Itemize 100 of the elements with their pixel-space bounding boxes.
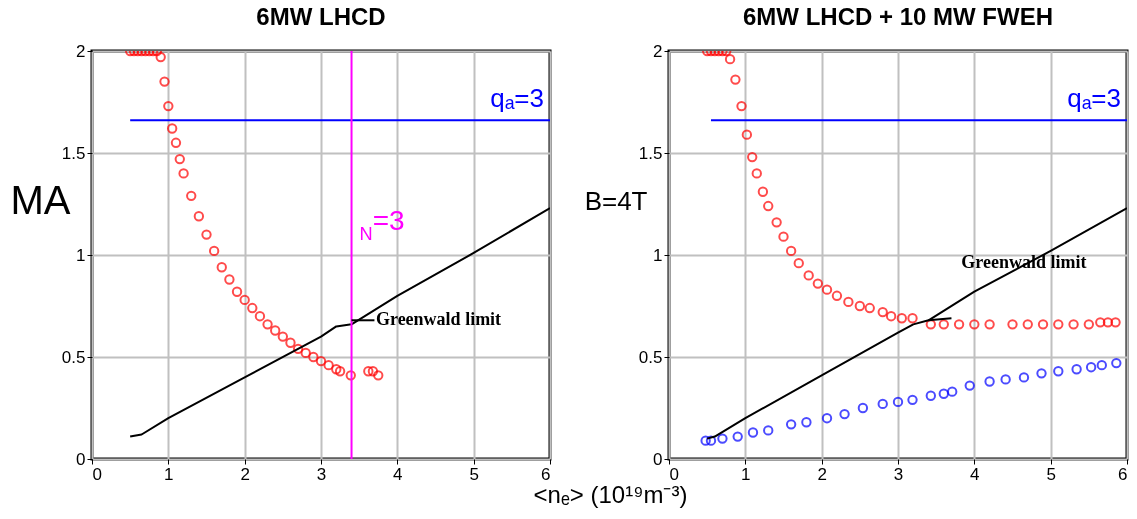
point bbox=[751, 168, 762, 179]
point bbox=[771, 217, 782, 228]
point bbox=[803, 270, 814, 281]
point bbox=[159, 76, 170, 87]
point bbox=[224, 274, 235, 285]
annotation: Greenwald limit bbox=[375, 309, 502, 330]
y-axis-title: B=4T bbox=[584, 186, 648, 217]
x-tick-label: 0 bbox=[92, 464, 102, 484]
point bbox=[843, 296, 854, 308]
point bbox=[1111, 357, 1122, 369]
point bbox=[277, 331, 289, 342]
ref-line-label: $_{N}$=3 bbox=[359, 205, 405, 245]
point bbox=[877, 398, 888, 410]
point bbox=[984, 319, 995, 330]
x-tick-label: 3 bbox=[893, 464, 904, 484]
point bbox=[854, 300, 866, 312]
point bbox=[747, 151, 758, 163]
point bbox=[747, 427, 759, 438]
y-tick-label: 1 bbox=[76, 245, 86, 265]
point bbox=[300, 347, 311, 359]
point bbox=[1083, 319, 1095, 330]
x-tick-label: 2 bbox=[240, 464, 250, 484]
point bbox=[201, 229, 212, 240]
point bbox=[1096, 359, 1107, 371]
point bbox=[925, 390, 937, 401]
x-tick-label: 4 bbox=[970, 464, 980, 484]
point bbox=[345, 370, 356, 381]
point bbox=[1018, 372, 1030, 383]
point bbox=[247, 302, 258, 314]
point bbox=[334, 366, 346, 377]
x-tick-label: 5 bbox=[1046, 464, 1056, 484]
point bbox=[155, 51, 166, 63]
y-tick-label: 0 bbox=[76, 449, 86, 469]
point bbox=[778, 231, 789, 242]
y-tick-label: 2 bbox=[653, 41, 663, 61]
point bbox=[373, 370, 384, 381]
point bbox=[262, 319, 273, 330]
point bbox=[938, 388, 949, 399]
point bbox=[885, 311, 897, 322]
point bbox=[732, 431, 743, 442]
x-tick-label: 3 bbox=[316, 464, 327, 484]
y-axis-title: MA bbox=[10, 178, 71, 223]
point bbox=[1071, 364, 1082, 375]
point bbox=[947, 386, 958, 397]
point bbox=[1053, 319, 1064, 330]
point bbox=[1085, 362, 1097, 373]
y-tick-label: 0 bbox=[653, 449, 663, 469]
chart-title: 6MW LHCD + 10 MW FWEH bbox=[743, 3, 1053, 30]
point bbox=[292, 343, 304, 355]
point bbox=[864, 302, 875, 314]
point bbox=[741, 129, 753, 140]
point bbox=[857, 402, 869, 414]
point bbox=[831, 290, 843, 301]
series-label: qₐ=3 bbox=[1067, 83, 1121, 114]
point bbox=[285, 337, 296, 348]
x-tick-label: 2 bbox=[817, 464, 827, 484]
point bbox=[801, 417, 812, 428]
point bbox=[193, 211, 205, 222]
point bbox=[231, 286, 243, 297]
point bbox=[785, 245, 797, 257]
y-tick-label: 2 bbox=[76, 41, 86, 61]
x-tick-label: 1 bbox=[741, 464, 751, 484]
point bbox=[785, 419, 797, 430]
point bbox=[163, 100, 174, 112]
point bbox=[736, 100, 747, 112]
point bbox=[705, 435, 717, 446]
y-tick-label: 0.5 bbox=[61, 347, 86, 367]
point bbox=[938, 319, 949, 330]
x-tick-label: 1 bbox=[164, 464, 174, 484]
point bbox=[969, 319, 980, 330]
point bbox=[821, 284, 833, 295]
point bbox=[331, 364, 342, 375]
point bbox=[270, 325, 281, 336]
point bbox=[1102, 317, 1114, 328]
point bbox=[896, 313, 907, 324]
point bbox=[953, 319, 965, 330]
point bbox=[170, 137, 182, 148]
point bbox=[1095, 317, 1106, 328]
point bbox=[1000, 374, 1011, 385]
point bbox=[1036, 368, 1047, 379]
point bbox=[254, 311, 266, 322]
point bbox=[984, 376, 995, 387]
point bbox=[239, 294, 250, 306]
point bbox=[763, 425, 774, 436]
x-tick-label: 5 bbox=[469, 464, 479, 484]
point bbox=[700, 435, 711, 446]
point bbox=[877, 306, 888, 318]
point bbox=[964, 380, 975, 391]
point bbox=[174, 153, 185, 165]
point bbox=[367, 366, 379, 377]
point bbox=[1007, 319, 1018, 330]
point bbox=[730, 74, 741, 85]
point bbox=[812, 278, 824, 289]
y-tick-label: 1 bbox=[653, 245, 663, 265]
point bbox=[1022, 319, 1033, 330]
point bbox=[178, 168, 189, 179]
point bbox=[1068, 319, 1079, 330]
point bbox=[892, 396, 904, 408]
point bbox=[821, 413, 833, 424]
point bbox=[166, 123, 178, 134]
